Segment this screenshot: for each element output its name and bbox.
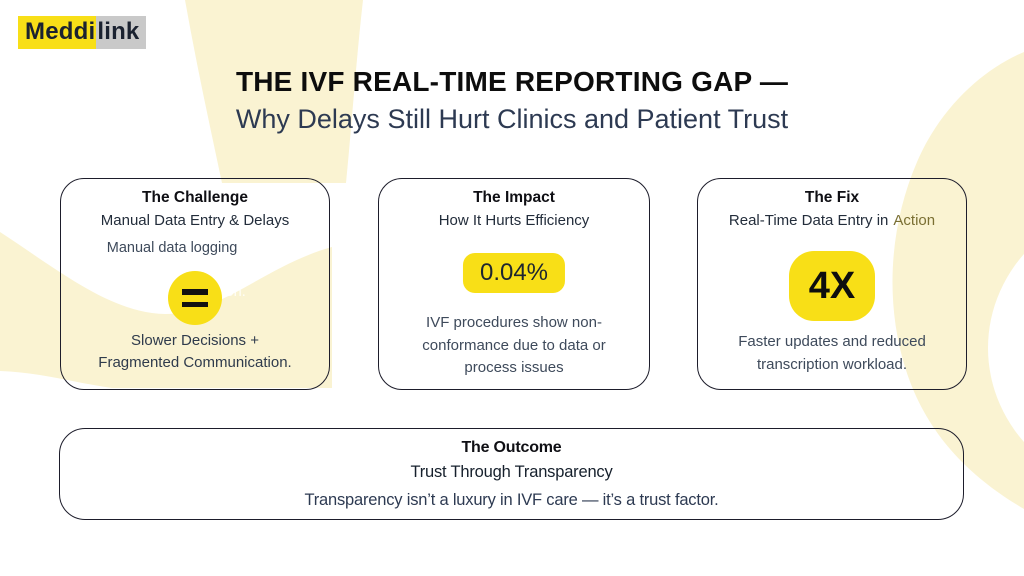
- card-outcome: The Outcome Trust Through Transparency T…: [59, 428, 964, 520]
- card-challenge-body-dark: Manual data logging: [106, 240, 238, 256]
- blob-right-ring-outer: [892, 52, 1024, 509]
- card-fix-subheading: Real-Time Data Entry in Action: [698, 212, 966, 229]
- card-fix-subheading-accent: Action: [893, 212, 936, 229]
- card-challenge-subheading: Manual Data Entry & Delays: [100, 212, 290, 229]
- card-fix-subheading-prefix: Real-Time Data Entry in: [728, 212, 889, 229]
- equals-icon: [168, 271, 222, 325]
- card-challenge-footer: Slower Decisions + Fragmented Communicat…: [98, 332, 292, 371]
- card-challenge: The Challenge Manual Data Entry & Delays…: [60, 178, 330, 390]
- card-fix-heading: The Fix: [804, 189, 860, 206]
- card-outcome-body: Transparency isn’t a luxury in IVF care …: [304, 491, 719, 509]
- logo-meddi: Meddi: [18, 16, 97, 49]
- card-impact-heading: The Impact: [473, 189, 555, 206]
- card-fix-footer: Faster updates and reduced transcription…: [738, 333, 926, 373]
- card-fix: The Fix Real-Time Data Entry in Action 4X…: [697, 178, 967, 390]
- logo: Meddi link: [18, 16, 147, 49]
- slide-title: THE IVF REAL-TIME REPORTING GAP —: [235, 66, 789, 97]
- logo-link: link: [96, 16, 147, 49]
- card-impact-subheading: How It Hurts Efficiency: [438, 212, 590, 229]
- card-impact: The Impact How It Hurts Efficiency 0.04%…: [378, 178, 650, 390]
- blob-title-band: [185, 0, 363, 183]
- slide-subtitle: Why Delays Still Hurt Clinics and Patien…: [235, 104, 789, 134]
- card-impact-footer: IVF procedures show non-conformance due …: [422, 314, 606, 376]
- blob-left: [0, 232, 332, 388]
- blob-right-ring-inner: [988, 254, 1024, 442]
- stat-badge-4x: 4X: [789, 251, 875, 321]
- card-outcome-subheading: Trust Through Transparency: [410, 463, 613, 481]
- card-challenge-heading: The Challenge: [142, 189, 248, 206]
- card-outcome-heading: The Outcome: [461, 439, 562, 456]
- stat-badge-percentage: 0.04%: [462, 253, 566, 293]
